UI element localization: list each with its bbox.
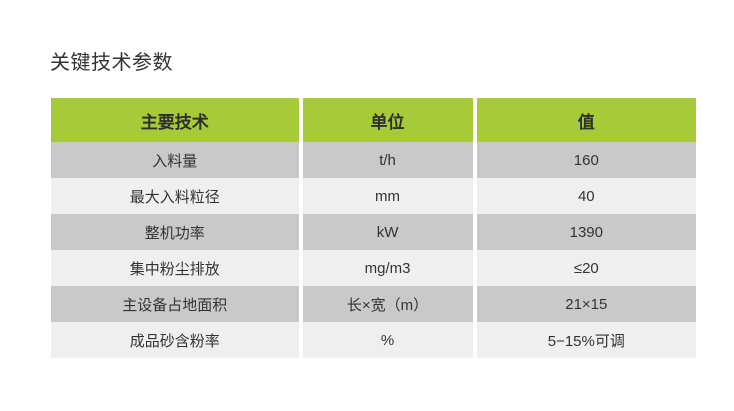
header-technology: 主要技术	[51, 98, 299, 142]
param-value: 160	[476, 142, 696, 178]
param-unit: mg/m3	[302, 250, 473, 286]
param-unit: mm	[302, 178, 473, 214]
param-name: 成品砂含粉率	[51, 322, 299, 358]
param-value: ≤20	[476, 250, 696, 286]
table-row: 主设备占地面积 长×宽（m） 21×15	[51, 286, 696, 322]
table-row: 入料量 t/h 160	[51, 142, 696, 178]
header-unit: 单位	[302, 98, 473, 142]
param-name: 入料量	[51, 142, 299, 178]
param-unit: %	[302, 322, 473, 358]
table-header-row: 主要技术 单位 值	[51, 98, 696, 142]
param-value: 40	[476, 178, 696, 214]
param-name: 最大入料粒径	[51, 178, 299, 214]
param-name: 主设备占地面积	[51, 286, 299, 322]
parameters-table: 主要技术 单位 值 入料量 t/h 160 最大入料粒径 mm 40 整机功率 …	[47, 98, 700, 358]
section-title: 关键技术参数	[50, 52, 173, 74]
param-value: 5−15%可调	[476, 322, 696, 358]
param-name: 集中粉尘排放	[51, 250, 299, 286]
table-row: 成品砂含粉率 % 5−15%可调	[51, 322, 696, 358]
param-unit: 长×宽（m）	[302, 286, 473, 322]
param-value: 1390	[476, 214, 696, 250]
table-row: 集中粉尘排放 mg/m3 ≤20	[51, 250, 696, 286]
param-name: 整机功率	[51, 214, 299, 250]
table-row: 最大入料粒径 mm 40	[51, 178, 696, 214]
table-row: 整机功率 kW 1390	[51, 214, 696, 250]
param-unit: kW	[302, 214, 473, 250]
param-unit: t/h	[302, 142, 473, 178]
param-value: 21×15	[476, 286, 696, 322]
header-value: 值	[476, 98, 696, 142]
